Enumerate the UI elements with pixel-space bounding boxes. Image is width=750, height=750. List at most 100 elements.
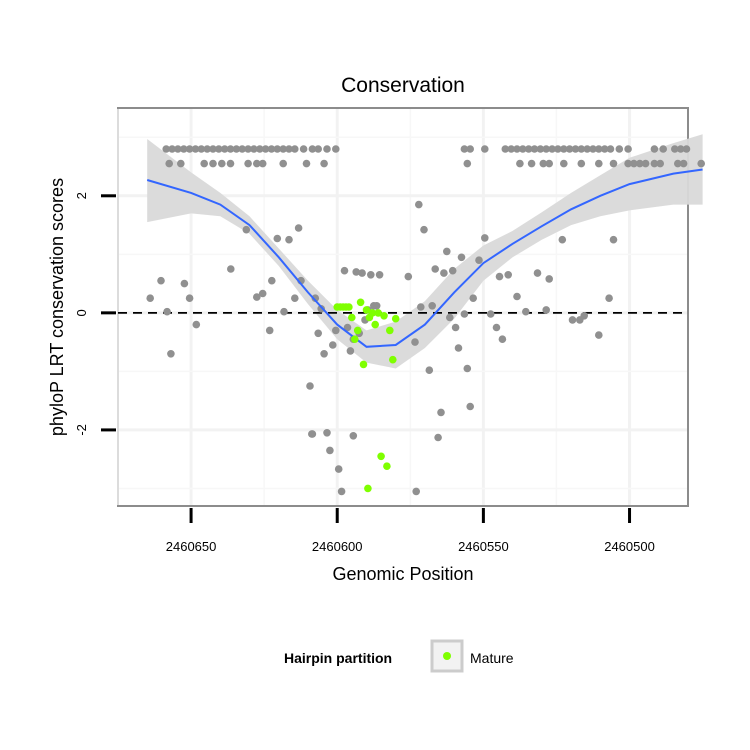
other-point-159	[513, 292, 521, 301]
other-point-127	[367, 271, 375, 279]
other-point-2	[174, 145, 182, 153]
other-point-10	[220, 145, 229, 153]
legend-mature-dot	[443, 652, 451, 660]
other-point-158	[504, 271, 512, 279]
mature-point-7	[353, 326, 362, 335]
other-point-141	[440, 269, 448, 277]
other-point-9	[215, 145, 223, 153]
mature-point-14	[374, 309, 383, 317]
other-point-155	[492, 323, 501, 332]
other-point-89	[163, 307, 171, 316]
other-point-172	[308, 430, 316, 438]
confidence-ribbon-layer	[147, 134, 703, 369]
other-point-27	[332, 145, 340, 153]
other-point-164	[558, 235, 567, 244]
other-point-25	[314, 145, 323, 153]
other-point-45	[513, 145, 521, 153]
other-point-108	[311, 294, 320, 303]
other-point-85	[679, 159, 688, 168]
other-point-33	[226, 159, 235, 168]
other-point-64	[650, 145, 659, 153]
other-point-111	[320, 350, 328, 358]
mature-point-5	[348, 313, 356, 322]
other-point-36	[258, 159, 267, 168]
other-point-29	[177, 159, 185, 168]
other-points-layer	[146, 145, 705, 496]
other-point-109	[314, 329, 323, 338]
other-point-43	[501, 145, 510, 153]
other-point-156	[495, 272, 504, 281]
other-point-14	[244, 145, 252, 153]
other-point-163	[545, 275, 553, 283]
x-tick-label-1: 2460600	[312, 539, 363, 554]
other-point-114	[329, 341, 337, 349]
other-point-46	[519, 145, 527, 153]
other-point-8	[209, 145, 217, 153]
other-point-72	[539, 159, 548, 168]
other-point-13	[238, 145, 246, 153]
other-point-57	[583, 145, 591, 153]
other-point-59	[595, 145, 603, 153]
legend-key-box	[430, 639, 464, 673]
other-point-63	[624, 145, 632, 153]
other-point-153	[481, 234, 489, 242]
x-axis-title: Genomic Position	[332, 564, 473, 584]
other-point-113	[326, 446, 334, 455]
other-point-145	[451, 323, 460, 332]
mature-points-layer	[333, 298, 400, 493]
other-point-42	[481, 145, 489, 153]
y-tick-label-0: -2	[74, 424, 89, 436]
other-point-66	[671, 145, 679, 153]
other-point-34	[244, 159, 252, 168]
other-point-120	[346, 347, 355, 355]
other-point-1	[168, 145, 176, 153]
y-axis-title: phyloP LRT conservation scores	[47, 178, 67, 436]
other-point-146	[454, 344, 463, 352]
other-point-133	[415, 200, 423, 209]
mature-point-8	[356, 298, 365, 307]
other-point-86	[697, 159, 705, 168]
other-point-12	[232, 145, 241, 153]
other-point-92	[185, 294, 194, 303]
other-point-58	[589, 145, 597, 153]
other-point-103	[291, 294, 299, 303]
other-point-21	[285, 145, 293, 153]
other-point-119	[343, 323, 352, 332]
other-point-71	[527, 159, 536, 168]
other-point-167	[580, 312, 588, 320]
other-point-171	[412, 487, 421, 496]
mature-point-16	[380, 312, 388, 320]
other-point-79	[630, 159, 638, 168]
other-point-74	[560, 159, 568, 168]
other-point-22	[291, 145, 299, 153]
mature-point-13	[371, 320, 380, 329]
other-point-160	[522, 307, 530, 316]
other-point-68	[682, 145, 691, 153]
other-point-104	[294, 224, 303, 232]
other-point-84	[674, 159, 682, 168]
other-point-97	[258, 289, 267, 298]
other-point-170	[609, 235, 618, 244]
other-point-91	[180, 279, 189, 288]
other-point-4	[185, 145, 194, 153]
other-point-94	[227, 265, 235, 273]
other-point-152	[475, 256, 483, 265]
other-point-173	[349, 432, 358, 440]
smooth-line-layer	[146, 168, 703, 348]
other-point-69	[463, 159, 472, 168]
mature-point-10	[362, 306, 371, 314]
other-point-95	[242, 225, 251, 234]
other-point-142	[443, 247, 451, 256]
other-point-60	[600, 145, 609, 153]
other-point-83	[656, 159, 664, 168]
other-point-130	[375, 271, 384, 279]
other-point-16	[255, 145, 264, 153]
other-point-6	[197, 145, 206, 153]
other-point-134	[417, 303, 425, 311]
other-point-137	[428, 302, 437, 310]
other-point-106	[306, 382, 314, 390]
y-tick-label-1: 0	[74, 309, 89, 316]
other-point-149	[463, 364, 472, 373]
other-point-157	[498, 335, 507, 344]
